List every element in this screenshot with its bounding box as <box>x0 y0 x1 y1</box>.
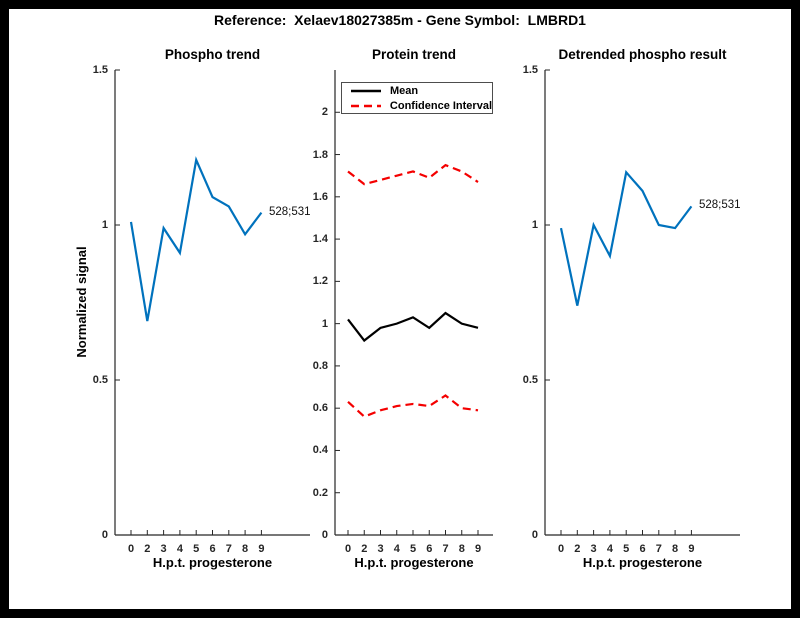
subplot-title: Detrended phospho result <box>558 47 727 62</box>
x-tick-label: 9 <box>474 543 482 555</box>
x-tick-label: 6 <box>209 543 216 555</box>
legend: Mean Confidence Interval <box>341 82 493 114</box>
figure-title: Reference: Xelaev18027385m - Gene Symbol… <box>214 12 586 28</box>
ci-dashed-line-swatch-icon <box>351 104 381 107</box>
x-tick-label: 9 <box>688 543 695 555</box>
series-ci-lower <box>347 394 479 418</box>
mean-line-swatch-icon <box>351 89 381 92</box>
y-tick-label: 0 <box>101 529 108 541</box>
x-tick-label: 3 <box>160 543 167 555</box>
y-tick-label: 1.8 <box>312 148 328 161</box>
legend-entry-mean: Mean <box>349 84 492 98</box>
y-tick-label: 0.4 <box>312 444 328 457</box>
legend-label-mean: Mean <box>390 84 419 97</box>
y-tick-label: 0.6 <box>312 402 328 415</box>
subplot-title: Phospho trend <box>164 47 261 62</box>
y-tick-label: 0.5 <box>92 374 108 386</box>
data-point-label: 528;531 <box>699 199 741 211</box>
x-tick-label: 8 <box>458 543 465 555</box>
series-mean <box>347 311 479 343</box>
y-tick-label: 0.2 <box>312 486 328 499</box>
x-tick-label: 0 <box>557 543 565 555</box>
y-tick-label: 1.6 <box>312 190 328 203</box>
y-tick-label: 1 <box>321 317 328 330</box>
x-tick-label: 7 <box>225 543 232 555</box>
series-phospho-signal <box>129 156 263 322</box>
x-tick-label: 2 <box>574 543 581 555</box>
y-tick-label: 1.2 <box>312 275 328 288</box>
y-tick-label: 0 <box>321 529 328 541</box>
y-tick-label: 1 <box>101 219 108 231</box>
axis-x-label: H.p.t. progesterone <box>152 555 273 570</box>
axis-x-label: H.p.t. progesterone <box>582 555 703 570</box>
x-tick-label: 5 <box>193 543 200 555</box>
x-tick-label: 6 <box>639 543 646 555</box>
x-tick-label: 7 <box>442 543 449 555</box>
y-tick-label: 1.5 <box>522 64 538 76</box>
x-tick-label: 7 <box>655 543 662 555</box>
x-tick-label: 8 <box>242 543 249 555</box>
x-tick-label: 6 <box>426 543 433 555</box>
y-tick-label: 1 <box>531 219 538 231</box>
x-tick-label: 3 <box>377 543 384 555</box>
series-ci-upper <box>347 163 479 186</box>
y-tick-label: 2 <box>321 106 328 119</box>
y-tick-label: 1.5 <box>92 64 108 76</box>
x-tick-label: 0 <box>344 543 352 555</box>
y-tick-label: 1.4 <box>312 233 328 246</box>
x-tick-label: 8 <box>672 543 679 555</box>
x-tick-label: 3 <box>590 543 597 555</box>
legend-label-confidence-interval: Confidence Interval <box>389 99 492 112</box>
x-tick-label: 4 <box>606 543 613 555</box>
x-tick-label: 0 <box>127 543 135 555</box>
x-tick-label: 5 <box>409 543 417 555</box>
series-detrended-phospho <box>559 169 693 306</box>
x-tick-label: 5 <box>623 543 630 555</box>
legend-entry-confidence-interval: Confidence Interval <box>349 99 492 113</box>
x-tick-label: 4 <box>176 543 183 555</box>
y-tick-label: 0.5 <box>522 374 538 386</box>
x-tick-label: 9 <box>258 543 265 555</box>
subplot-title: Protein trend <box>371 47 456 62</box>
x-tick-label: 2 <box>144 543 151 555</box>
y-tick-label: 0.8 <box>312 359 328 372</box>
y-tick-label: 0 <box>531 529 538 541</box>
x-tick-label: 4 <box>393 543 400 555</box>
axis-x-label: H.p.t. progesterone <box>354 555 474 570</box>
data-point-label: 528;531 <box>269 206 311 218</box>
x-tick-label: 2 <box>361 543 368 555</box>
